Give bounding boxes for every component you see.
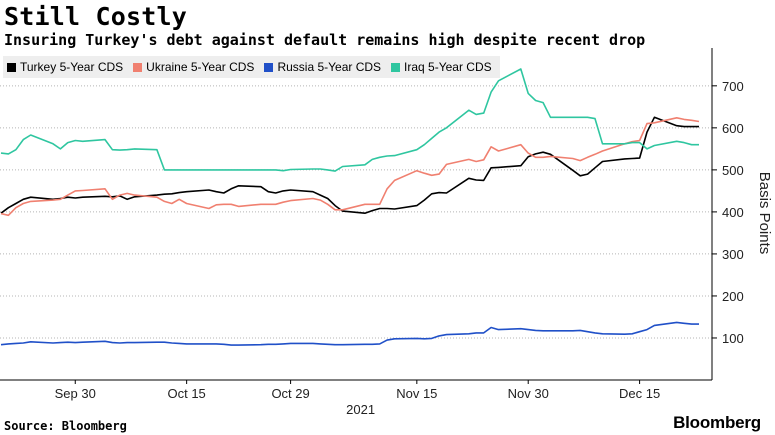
series-lines xyxy=(0,68,700,346)
legend-swatch xyxy=(264,62,274,72)
y-tick-label: 200 xyxy=(722,289,744,304)
legend-label: Turkey 5-Year CDS xyxy=(20,60,124,74)
legend-label: Russia 5-Year CDS xyxy=(277,60,382,74)
legend-item: Iraq 5-Year CDS xyxy=(391,60,492,74)
x-tick-label: Nov 30 xyxy=(508,386,549,401)
x-tick-label: Oct 29 xyxy=(271,386,309,401)
axes: 100 200 300 400 500 600 700 Basis Points Sep 30 O… xyxy=(0,48,773,417)
legend: Turkey 5-Year CDS Ukraine 5-Year CDS Russi… xyxy=(3,56,500,78)
x-tick-label: Sep 30 xyxy=(55,386,96,401)
legend-swatch xyxy=(391,62,401,72)
y-tick-label: 700 xyxy=(722,79,744,94)
chart-subtitle: Insuring Turkey's debt against default r… xyxy=(4,31,646,49)
y-tick-label: 400 xyxy=(722,205,744,220)
x-tick-label: Dec 15 xyxy=(619,386,660,401)
source-note: Source: Bloomberg xyxy=(4,419,127,433)
legend-swatch xyxy=(7,62,16,72)
legend-item: Ukraine 5-Year CDS xyxy=(133,60,254,74)
x-tick-label: Oct 15 xyxy=(167,386,205,401)
bloomberg-logo: Bloomberg xyxy=(673,413,761,432)
x-tick-label: Nov 15 xyxy=(396,386,437,401)
y-tick-label: 600 xyxy=(722,121,744,136)
legend-label: Iraq 5-Year CDS xyxy=(404,60,492,74)
chart-title: Still Costly xyxy=(4,2,188,31)
legend-item: Turkey 5-Year CDS xyxy=(7,60,123,74)
y-tick-label: 300 xyxy=(722,247,744,262)
series-line-russia-5-year-cds xyxy=(0,321,699,346)
x-axis-year-label: 2021 xyxy=(346,402,375,417)
legend-swatch xyxy=(133,62,143,72)
y-tick-label: 100 xyxy=(722,331,744,346)
y-axis-label: Basis Points xyxy=(756,172,773,255)
legend-item: Russia 5-Year CDS xyxy=(264,60,381,74)
legend-label: Ukraine 5-Year CDS xyxy=(146,60,255,74)
series-line-iraq-5-year-cds xyxy=(0,68,699,172)
series-line-ukraine-5-year-cds xyxy=(0,117,700,217)
series-line-turkey-5-year-cds xyxy=(0,116,699,214)
y-tick-label: 500 xyxy=(722,163,744,178)
